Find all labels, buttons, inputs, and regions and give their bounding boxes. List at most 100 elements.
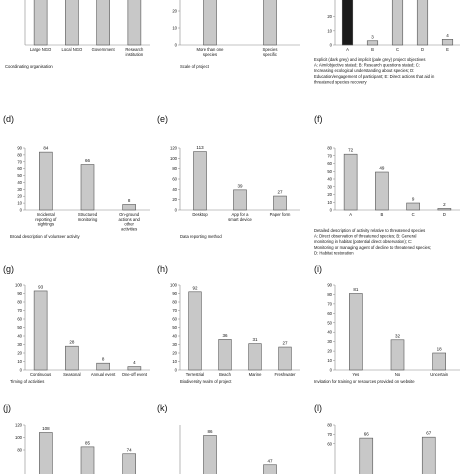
- data-label-i-0: 81: [353, 287, 359, 292]
- bar-i-1: [390, 339, 405, 371]
- y-tick-label-h: 60: [172, 317, 177, 322]
- y-tick-label-g: 100: [15, 283, 23, 288]
- data-label-g-1: 28: [69, 340, 75, 345]
- data-label-h-0: 92: [192, 285, 198, 290]
- y-tick-label-f: 70: [327, 153, 332, 158]
- y-tick-label-f: 60: [327, 161, 332, 166]
- data-label-e-2: 27: [277, 190, 283, 195]
- data-label-g-0: 93: [38, 284, 44, 289]
- panel-letter-j: (j): [3, 403, 11, 413]
- y-tick-label-i: 70: [327, 301, 332, 306]
- y-tick-label-e: 120: [170, 146, 178, 151]
- bar-a-1: [65, 0, 79, 46]
- category-label-h-2: Marine: [249, 372, 262, 377]
- bar-c-2: [391, 0, 404, 46]
- bar-j-0: [39, 432, 53, 474]
- y-tick-label-d: 30: [17, 187, 22, 192]
- caption-f-2: monitoring in habitat (potential direct …: [314, 239, 412, 244]
- y-tick-label-e: 80: [172, 166, 177, 171]
- category-label-d-0: Incidental: [37, 212, 55, 217]
- category-label-b-1: Species: [263, 47, 278, 52]
- bar-c-1: [366, 40, 379, 46]
- y-tick-label-g: 10: [17, 359, 22, 364]
- category-label-g-1: Seasonal: [63, 372, 81, 377]
- bar-k-1: [263, 464, 277, 474]
- y-tick-label-g: 0: [20, 368, 23, 373]
- y-tick-label-e: 60: [172, 177, 177, 182]
- y-tick-label-i: 10: [327, 358, 332, 363]
- y-tick-label-g: 40: [17, 334, 22, 339]
- category-label-d-2: actions and: [118, 217, 140, 222]
- bar-a-3: [127, 0, 142, 46]
- category-label-f-0: A: [349, 212, 352, 217]
- y-tick-label-f: 30: [327, 184, 332, 189]
- y-tick-label-i: 30: [327, 339, 332, 344]
- caption-f-4: D: Habitat restoration: [314, 250, 354, 255]
- panel-letter-k: (k): [157, 403, 168, 413]
- y-tick-label-h: 90: [172, 291, 177, 296]
- data-label-c-1: 3: [371, 34, 374, 39]
- y-tick-label-i: 80: [327, 292, 332, 297]
- category-label-i-2: Uncertain: [430, 372, 449, 377]
- caption-c-2: Increasing ecological understanding abou…: [314, 68, 414, 73]
- y-tick-label-g: 50: [17, 325, 22, 330]
- data-label-i-2: 18: [437, 347, 443, 352]
- bar-a-2: [96, 0, 110, 46]
- category-label-b-1: specific: [263, 52, 277, 57]
- data-label-j-0: 108: [42, 426, 50, 431]
- y-tick-label-h: 40: [172, 334, 177, 339]
- category-label-f-1: B: [380, 212, 383, 217]
- y-tick-label-b: 0: [175, 43, 178, 48]
- category-label-b-0: species: [203, 52, 217, 57]
- category-label-g-2: Annual event: [91, 372, 116, 377]
- category-label-d-2: other: [124, 222, 134, 227]
- caption-c-4: threatened species recovery: [314, 79, 368, 84]
- bar-c-3: [416, 0, 429, 46]
- data-label-c-4: 4: [446, 33, 449, 38]
- y-tick-label-h: 0: [175, 368, 178, 373]
- y-tick-label-e: 40: [172, 187, 177, 192]
- data-label-i-1: 32: [395, 333, 401, 338]
- y-tick-label-e: 0: [175, 208, 178, 213]
- category-label-a-2: Government: [92, 47, 116, 52]
- y-tick-label-h: 70: [172, 308, 177, 313]
- y-tick-label-h: 20: [172, 351, 177, 356]
- bar-j-1: [80, 446, 95, 474]
- category-label-h-0: Terrestrial: [186, 372, 204, 377]
- category-label-a-3: institution: [126, 52, 144, 57]
- y-tick-label-j: 80: [17, 448, 22, 453]
- y-tick-label-l: 80: [327, 423, 332, 428]
- data-label-f-3: 2: [443, 202, 446, 207]
- panel-letter-f: (f): [314, 114, 323, 124]
- y-tick-label-c: 20: [327, 14, 332, 19]
- category-label-d-0: reporting of: [35, 217, 57, 222]
- category-label-d-1: monitoring: [78, 217, 98, 222]
- data-label-h-2: 31: [252, 337, 258, 342]
- category-label-h-1: Beach: [219, 372, 232, 377]
- bar-g-2: [96, 362, 110, 371]
- bar-d-1: [80, 164, 95, 211]
- y-tick-label-g: 70: [17, 308, 22, 313]
- caption-f-0: Detailed description of activity relativ…: [314, 228, 425, 233]
- y-tick-label-d: 50: [17, 173, 22, 178]
- data-label-f-0: 72: [348, 148, 354, 153]
- caption-f-1: A: Direct observation of threatened spec…: [314, 234, 416, 239]
- y-tick-label-i: 0: [330, 368, 333, 373]
- y-tick-label-f: 0: [330, 208, 333, 213]
- data-label-g-2: 8: [102, 357, 105, 362]
- y-tick-label-d: 80: [17, 152, 22, 157]
- y-tick-label-b: 20: [172, 9, 177, 14]
- y-tick-label-e: 100: [170, 156, 178, 161]
- category-label-a-0: Large NGO: [30, 47, 52, 52]
- y-tick-label-g: 90: [17, 291, 22, 296]
- caption-e-0: Data reporting method: [180, 234, 222, 239]
- y-tick-label-c: 0: [330, 43, 333, 48]
- bar-l-0: [359, 437, 374, 474]
- category-label-d-2: On-ground: [119, 212, 140, 217]
- category-label-e-2: Paper form: [270, 212, 291, 217]
- category-label-d-0: sightings: [38, 222, 55, 227]
- y-tick-label-i: 50: [327, 320, 332, 325]
- category-label-d-2: activities: [121, 226, 137, 231]
- panel-letter-d: (d): [3, 114, 14, 124]
- data-label-f-1: 49: [379, 166, 385, 171]
